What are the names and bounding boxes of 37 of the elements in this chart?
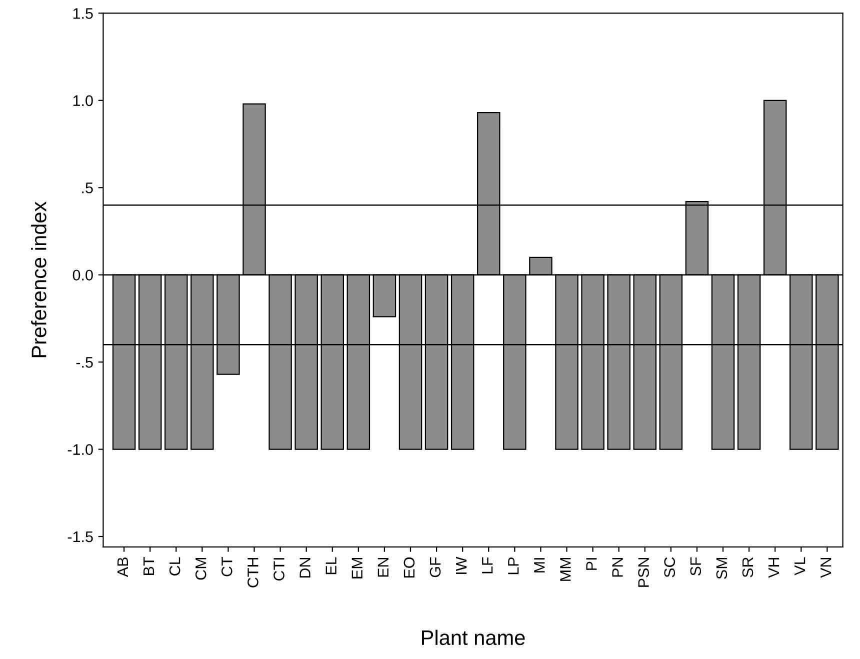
x-tick-label: MM xyxy=(560,558,571,581)
y-tick-label: 1.5 xyxy=(73,8,93,19)
x-tick-label: BT xyxy=(144,557,154,575)
x-tick-label: CTI xyxy=(274,558,284,581)
x-tick-label: SF xyxy=(690,557,702,576)
y-axis-title: Preference index xyxy=(31,202,46,358)
x-tick-label: EN xyxy=(378,558,388,577)
x-tick-label: CL xyxy=(169,557,180,576)
x-tick-label: EL xyxy=(326,557,336,574)
x-tick-label: EO xyxy=(404,557,415,578)
x-tick-label: LF xyxy=(482,557,493,574)
x-tick-label: VH xyxy=(768,558,780,578)
x-tick-label: LP xyxy=(508,558,519,574)
x-tick-label: SC xyxy=(664,557,676,578)
x-tick-label: GF xyxy=(430,557,441,578)
y-tick-label: -1.5 xyxy=(68,532,93,542)
y-tick-label: 0.0 xyxy=(72,270,93,281)
y-tick-label: .5 xyxy=(82,182,93,194)
y-tick-label: 1.0 xyxy=(73,95,93,106)
x-tick-label: EM xyxy=(352,558,362,578)
x-tick-label: DN xyxy=(300,558,310,578)
x-tick-label: IW xyxy=(456,556,467,574)
x-tick-label: CTH xyxy=(248,558,258,588)
x-tick-label: SR xyxy=(742,557,754,578)
x-tick-label: VL xyxy=(794,557,806,576)
x-axis-title: Plant name xyxy=(422,630,525,646)
x-tick-label: PN xyxy=(612,558,623,577)
x-tick-label: CM xyxy=(195,558,206,580)
x-tick-label: CT xyxy=(221,557,232,576)
x-tick-label: MI xyxy=(534,558,545,572)
x-tick-label: AB xyxy=(117,558,128,578)
x-tick-label: PI xyxy=(586,558,597,570)
x-tick-label: VN xyxy=(820,558,832,578)
y-tick-label: -.5 xyxy=(76,357,93,368)
y-tick-label: -1.0 xyxy=(68,444,93,455)
x-tick-label: SM xyxy=(716,558,728,579)
x-tick-label: PSN xyxy=(638,558,649,587)
